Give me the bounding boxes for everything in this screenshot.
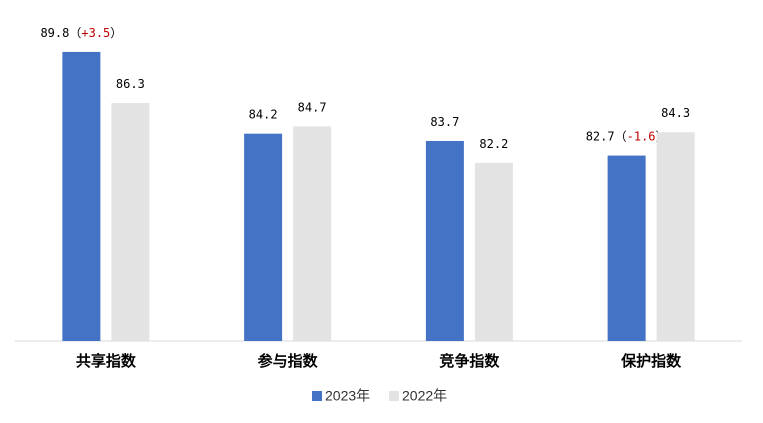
- bar: [111, 103, 150, 342]
- x-tick-label: 竞争指数: [439, 352, 500, 370]
- data-label: 84.2: [249, 107, 278, 121]
- legend-label: 2023年: [325, 388, 370, 404]
- bar: [474, 162, 513, 341]
- data-label: 83.7: [430, 114, 459, 128]
- x-tick-label: 参与指数: [258, 352, 319, 370]
- data-label: 86.3: [116, 77, 145, 91]
- data-label-value: 89.8: [40, 25, 69, 39]
- data-label-value: 84.2: [249, 107, 278, 121]
- bar: [656, 132, 695, 341]
- data-label-value: 86.3: [116, 77, 145, 91]
- data-label-value: 84.7: [298, 100, 327, 114]
- bar: [244, 133, 283, 341]
- data-label: 84.7: [298, 100, 327, 114]
- x-tick-label: 共享指数: [76, 352, 137, 370]
- annotation-open: （: [615, 129, 627, 143]
- data-label: 82.2: [479, 136, 508, 150]
- annotation: +3.5: [81, 25, 110, 39]
- data-label-value: 83.7: [430, 114, 459, 128]
- bar: [425, 140, 464, 341]
- legend-label: 2022年: [402, 388, 447, 404]
- legend-swatch: [389, 391, 399, 401]
- annotation-open: （: [69, 25, 81, 39]
- legend-swatch: [312, 391, 322, 401]
- data-label-value: 82.2: [479, 136, 508, 150]
- data-label-value: 84.3: [661, 106, 690, 120]
- bar: [62, 51, 101, 342]
- bar: [293, 126, 332, 341]
- x-tick-label: 保护指数: [620, 352, 682, 370]
- data-label: 82.7（-1.6）: [586, 129, 668, 143]
- annotation: -1.6: [627, 129, 656, 143]
- data-label: 89.8（+3.5）: [40, 25, 122, 39]
- data-label: 84.3: [661, 106, 690, 120]
- annotation-close: ）: [110, 25, 122, 39]
- bar: [607, 155, 646, 341]
- data-label-value: 82.7: [586, 129, 615, 143]
